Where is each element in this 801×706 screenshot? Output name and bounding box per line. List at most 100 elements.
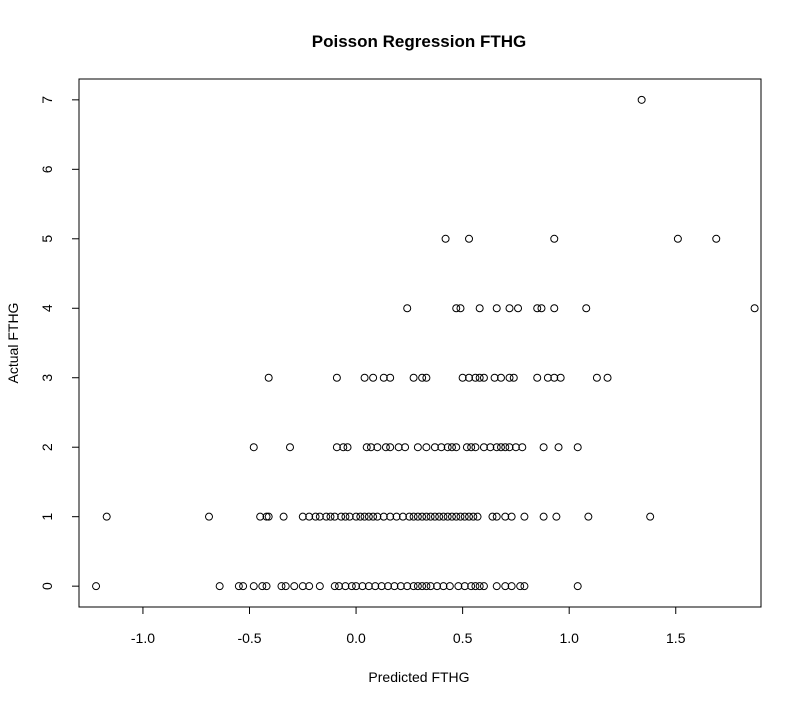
data-point xyxy=(298,582,307,591)
y-tick-label: 5 xyxy=(39,235,55,243)
data-point xyxy=(418,512,427,521)
data-point xyxy=(249,582,258,591)
data-point xyxy=(335,582,344,591)
data-point xyxy=(409,373,418,382)
y-tick-label: 2 xyxy=(39,443,55,451)
data-point xyxy=(550,304,559,313)
x-tick-label: -1.0 xyxy=(131,630,155,646)
data-point xyxy=(501,443,510,452)
data-point xyxy=(492,443,501,452)
data-point xyxy=(369,373,378,382)
data-point xyxy=(311,512,320,521)
data-point xyxy=(381,443,390,452)
data-point xyxy=(364,512,373,521)
data-point xyxy=(471,443,480,452)
data-point xyxy=(409,582,418,591)
data-point xyxy=(326,512,335,521)
chart-title: Poisson Regression FTHG xyxy=(312,32,526,51)
y-axis-ticks: 0 1 2 3 4 5 6 7 xyxy=(39,96,80,590)
data-point xyxy=(552,512,561,521)
x-tick-label: 1.0 xyxy=(559,630,579,646)
data-point xyxy=(422,443,431,452)
data-point xyxy=(264,512,273,521)
data-point xyxy=(347,582,356,591)
x-tick-label: 1.5 xyxy=(666,630,686,646)
data-point xyxy=(673,234,682,243)
data-point xyxy=(462,443,471,452)
data-point xyxy=(582,304,591,313)
data-point xyxy=(452,443,461,452)
data-point xyxy=(507,512,516,521)
y-tick-label: 4 xyxy=(39,304,55,312)
data-point xyxy=(456,304,465,313)
data-point xyxy=(352,582,361,591)
data-point xyxy=(496,373,505,382)
data-point xyxy=(386,373,395,382)
data-point xyxy=(543,373,552,382)
data-point xyxy=(262,582,271,591)
data-point xyxy=(330,582,339,591)
data-point xyxy=(473,512,482,521)
data-point xyxy=(384,582,393,591)
data-point xyxy=(479,443,488,452)
y-tick-label: 0 xyxy=(39,582,55,590)
data-point xyxy=(386,512,395,521)
data-point xyxy=(456,512,465,521)
data-point xyxy=(465,373,474,382)
data-points xyxy=(92,95,759,591)
data-point xyxy=(750,304,759,313)
data-point xyxy=(492,582,501,591)
data-point xyxy=(422,512,431,521)
data-point xyxy=(430,512,439,521)
data-point xyxy=(277,582,286,591)
data-point xyxy=(352,512,361,521)
data-point xyxy=(258,582,267,591)
data-point xyxy=(413,582,422,591)
data-point xyxy=(437,443,446,452)
data-point xyxy=(345,512,354,521)
data-point xyxy=(592,373,601,382)
data-point xyxy=(92,582,101,591)
data-point xyxy=(298,512,307,521)
data-point xyxy=(366,443,375,452)
data-point xyxy=(281,582,290,591)
data-point xyxy=(505,443,514,452)
data-point xyxy=(379,373,388,382)
y-tick-label: 7 xyxy=(39,96,55,104)
data-point xyxy=(394,443,403,452)
data-point xyxy=(405,512,414,521)
data-point xyxy=(377,582,386,591)
x-tick-label: -0.5 xyxy=(237,630,261,646)
data-point xyxy=(330,512,339,521)
data-point xyxy=(505,373,514,382)
data-point xyxy=(332,443,341,452)
data-point xyxy=(373,512,382,521)
data-point xyxy=(507,582,516,591)
data-point xyxy=(305,582,314,591)
data-point xyxy=(514,304,523,313)
data-point xyxy=(501,512,510,521)
data-point xyxy=(603,373,612,382)
data-point xyxy=(215,582,224,591)
data-point xyxy=(573,443,582,452)
data-point xyxy=(516,582,525,591)
data-point xyxy=(369,512,378,521)
data-point xyxy=(458,373,467,382)
data-point xyxy=(418,373,427,382)
data-point xyxy=(305,512,314,521)
data-point xyxy=(492,512,501,521)
data-point xyxy=(454,582,463,591)
data-point xyxy=(492,304,501,313)
data-point xyxy=(465,234,474,243)
data-point xyxy=(403,582,412,591)
data-point xyxy=(505,304,514,313)
data-point xyxy=(439,512,448,521)
data-point xyxy=(475,373,484,382)
data-point xyxy=(426,582,435,591)
data-point xyxy=(426,512,435,521)
data-point xyxy=(315,512,324,521)
data-point xyxy=(290,582,299,591)
data-point xyxy=(441,234,450,243)
data-point xyxy=(322,512,331,521)
